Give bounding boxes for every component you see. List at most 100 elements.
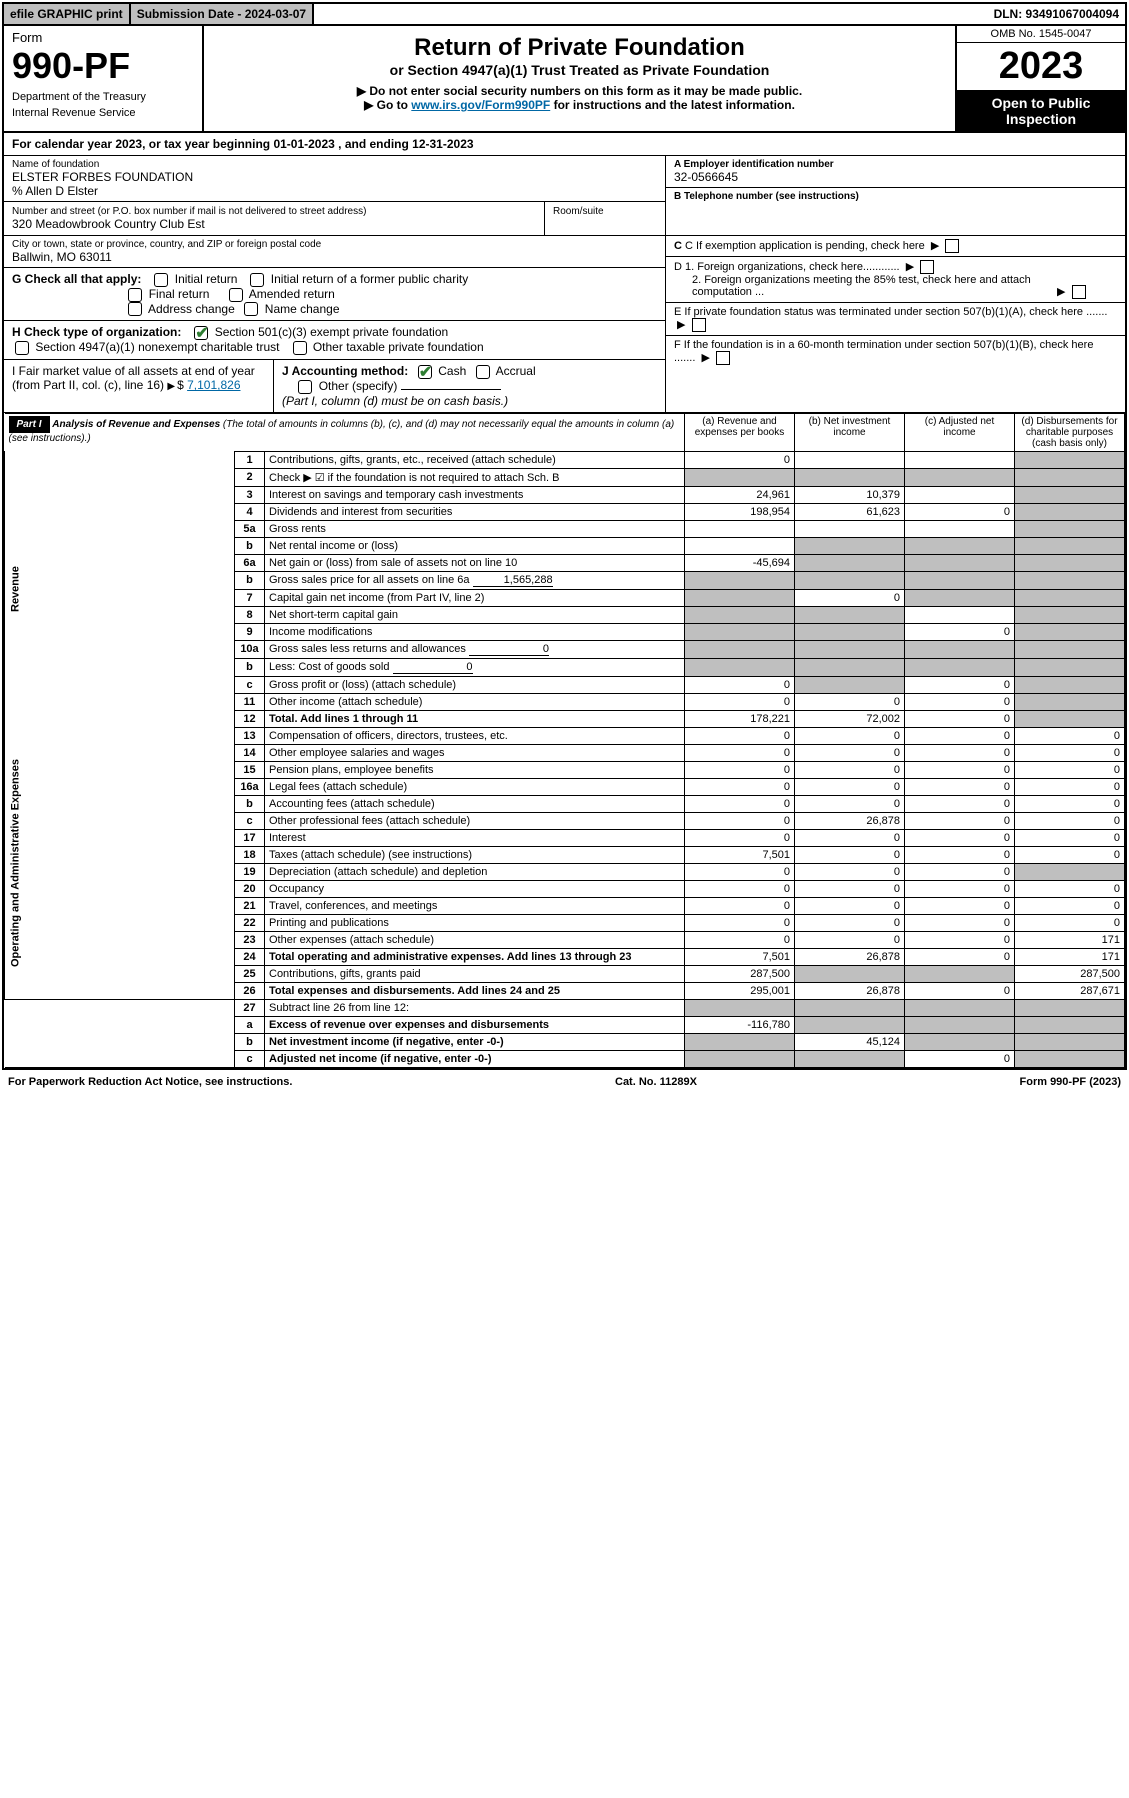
cb-d1[interactable] <box>920 260 934 274</box>
cb-other-taxable[interactable] <box>293 341 307 355</box>
col-b <box>795 554 905 571</box>
line-num: 3 <box>235 486 265 503</box>
cb-f[interactable] <box>716 351 730 365</box>
col-b <box>795 1050 905 1067</box>
efile-label[interactable]: efile GRAPHIC print <box>4 4 131 24</box>
line-desc: Legal fees (attach schedule) <box>265 778 685 795</box>
col-b: 0 <box>795 880 905 897</box>
col-a: 0 <box>685 880 795 897</box>
line-desc: Other employee salaries and wages <box>265 744 685 761</box>
col-c <box>905 999 1015 1016</box>
col-c <box>905 640 1015 658</box>
line-num: 2 <box>235 468 265 486</box>
room-label: Room/suite <box>553 206 657 217</box>
col-d: 287,671 <box>1015 982 1125 999</box>
col-b: 0 <box>795 778 905 795</box>
col-b: 0 <box>795 897 905 914</box>
line-desc: Gross sales price for all assets on line… <box>265 571 685 589</box>
line-num: 18 <box>235 846 265 863</box>
col-a: 0 <box>685 727 795 744</box>
line-num: 12 <box>235 710 265 727</box>
col-b <box>795 999 905 1016</box>
city-value: Ballwin, MO 63011 <box>12 250 657 264</box>
opt-final: Final return <box>149 287 210 301</box>
cb-amended[interactable] <box>229 288 243 302</box>
d2-text: 2. Foreign organizations meeting the 85%… <box>674 274 1054 298</box>
phone-label: B Telephone number (see instructions) <box>674 191 859 202</box>
cb-address-change[interactable] <box>128 302 142 316</box>
line-desc: Depreciation (attach schedule) and deple… <box>265 863 685 880</box>
h1-text: Section 501(c)(3) exempt private foundat… <box>215 325 448 339</box>
col-c <box>905 537 1015 554</box>
cb-e[interactable] <box>692 318 706 332</box>
j-accrual: Accrual <box>496 364 536 378</box>
col-a <box>685 589 795 606</box>
line-num: 20 <box>235 880 265 897</box>
line-num: c <box>235 676 265 693</box>
col-b: 0 <box>795 863 905 880</box>
g-label: G Check all that apply: <box>12 272 141 286</box>
line-num: 7 <box>235 589 265 606</box>
address-row: Number and street (or P.O. box number if… <box>4 202 665 236</box>
col-c <box>905 965 1015 982</box>
cb-name-change[interactable] <box>244 302 258 316</box>
form-label: Form <box>12 30 194 45</box>
cb-initial-former[interactable] <box>250 273 264 287</box>
col-a: 0 <box>685 676 795 693</box>
col-d <box>1015 571 1125 589</box>
col-a <box>685 520 795 537</box>
ein-value: 32-0566645 <box>674 170 1117 184</box>
col-c: 0 <box>905 761 1015 778</box>
col-b <box>795 658 905 676</box>
col-c <box>905 486 1015 503</box>
col-b <box>795 640 905 658</box>
opt-former: Initial return of a former public charit… <box>271 272 468 286</box>
e-text: E If private foundation status was termi… <box>674 306 1108 318</box>
col-a: 295,001 <box>685 982 795 999</box>
col-d <box>1015 999 1125 1016</box>
d1-text: D 1. Foreign organizations, check here..… <box>674 261 900 273</box>
line-desc: Capital gain net income (from Part IV, l… <box>265 589 685 606</box>
line-num: 25 <box>235 965 265 982</box>
col-b: 0 <box>795 693 905 710</box>
cb-accrual[interactable] <box>476 365 490 379</box>
omb-number: OMB No. 1545-0047 <box>957 26 1125 43</box>
col-c: 0 <box>905 795 1015 812</box>
line-num: 27 <box>235 999 265 1016</box>
col-c <box>905 571 1015 589</box>
col-a: -45,694 <box>685 554 795 571</box>
col-a: 0 <box>685 812 795 829</box>
col-a: 7,501 <box>685 948 795 965</box>
line-desc: Subtract line 26 from line 12: <box>265 999 685 1016</box>
line-desc: Other expenses (attach schedule) <box>265 931 685 948</box>
cb-c[interactable] <box>945 239 959 253</box>
col-d: 287,500 <box>1015 965 1125 982</box>
h3-text: Other taxable private foundation <box>313 340 484 354</box>
c-text: C If exemption application is pending, c… <box>685 240 925 252</box>
col-c <box>905 554 1015 571</box>
line-desc: Net gain or (loss) from sale of assets n… <box>265 554 685 571</box>
col-a <box>685 1050 795 1067</box>
col-d: 0 <box>1015 897 1125 914</box>
col-d <box>1015 520 1125 537</box>
cb-d2[interactable] <box>1072 285 1086 299</box>
section-e: E If private foundation status was termi… <box>666 303 1125 336</box>
cb-501c3[interactable] <box>194 326 208 340</box>
col-d <box>1015 640 1125 658</box>
cb-initial-return[interactable] <box>154 273 168 287</box>
line-desc: Other income (attach schedule) <box>265 693 685 710</box>
line-num: b <box>235 1033 265 1050</box>
fmv-link[interactable]: 7,101,826 <box>187 378 240 392</box>
cb-cash[interactable] <box>418 365 432 379</box>
line-desc: Accounting fees (attach schedule) <box>265 795 685 812</box>
col-b: 10,379 <box>795 486 905 503</box>
form990pf-link[interactable]: www.irs.gov/Form990PF <box>411 98 550 112</box>
col-d <box>1015 503 1125 520</box>
cb-4947[interactable] <box>15 341 29 355</box>
col-a <box>685 999 795 1016</box>
part1-badge: Part I <box>9 416 50 433</box>
j-cash: Cash <box>438 364 466 378</box>
cb-other-method[interactable] <box>298 380 312 394</box>
col-c <box>905 451 1015 468</box>
cb-final-return[interactable] <box>128 288 142 302</box>
